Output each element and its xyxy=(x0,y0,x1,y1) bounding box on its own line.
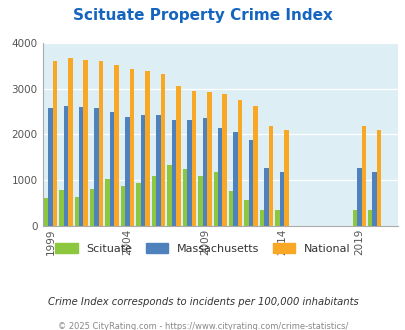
Bar xyxy=(53,61,57,226)
Bar xyxy=(284,130,288,226)
Bar xyxy=(356,168,360,226)
Bar xyxy=(105,179,110,226)
Bar xyxy=(259,210,264,226)
Bar xyxy=(360,126,365,226)
Bar xyxy=(83,60,88,226)
Bar xyxy=(213,173,217,226)
Bar xyxy=(79,107,83,226)
Bar xyxy=(167,165,171,226)
Bar xyxy=(125,117,130,226)
Text: Scituate Property Crime Index: Scituate Property Crime Index xyxy=(73,8,332,23)
Bar xyxy=(253,106,257,226)
Bar xyxy=(244,200,248,226)
Bar xyxy=(130,69,134,226)
Bar xyxy=(228,191,233,226)
Bar xyxy=(275,210,279,226)
Bar xyxy=(202,118,207,226)
Bar xyxy=(182,169,187,226)
Bar xyxy=(268,126,273,226)
Bar xyxy=(171,120,176,226)
Bar xyxy=(217,128,222,226)
Bar xyxy=(222,94,226,226)
Bar xyxy=(59,190,64,226)
Bar xyxy=(99,61,103,226)
Bar xyxy=(121,186,125,226)
Bar xyxy=(237,100,242,226)
Text: Crime Index corresponds to incidents per 100,000 inhabitants: Crime Index corresponds to incidents per… xyxy=(47,297,358,307)
Bar xyxy=(141,115,145,226)
Bar xyxy=(156,115,160,226)
Bar xyxy=(198,176,202,226)
Bar xyxy=(114,65,119,226)
Bar xyxy=(352,210,356,226)
Bar xyxy=(110,113,114,226)
Bar xyxy=(264,168,268,226)
Bar xyxy=(136,182,141,226)
Bar xyxy=(207,92,211,226)
Bar xyxy=(43,198,48,226)
Bar xyxy=(176,86,180,226)
Bar xyxy=(94,108,99,226)
Bar xyxy=(48,108,53,226)
Bar xyxy=(376,130,380,226)
Bar xyxy=(151,176,156,226)
Bar xyxy=(160,74,165,226)
Legend: Scituate, Massachusetts, National: Scituate, Massachusetts, National xyxy=(51,239,354,258)
Text: © 2025 CityRating.com - https://www.cityrating.com/crime-statistics/: © 2025 CityRating.com - https://www.city… xyxy=(58,322,347,330)
Bar xyxy=(90,189,94,226)
Bar xyxy=(248,141,253,226)
Bar xyxy=(191,90,196,226)
Bar xyxy=(279,172,283,226)
Bar xyxy=(68,58,72,226)
Bar xyxy=(371,172,376,226)
Bar xyxy=(64,106,68,226)
Bar xyxy=(145,71,149,226)
Bar xyxy=(75,197,79,226)
Bar xyxy=(187,120,191,226)
Bar xyxy=(233,132,237,226)
Bar xyxy=(367,210,371,226)
